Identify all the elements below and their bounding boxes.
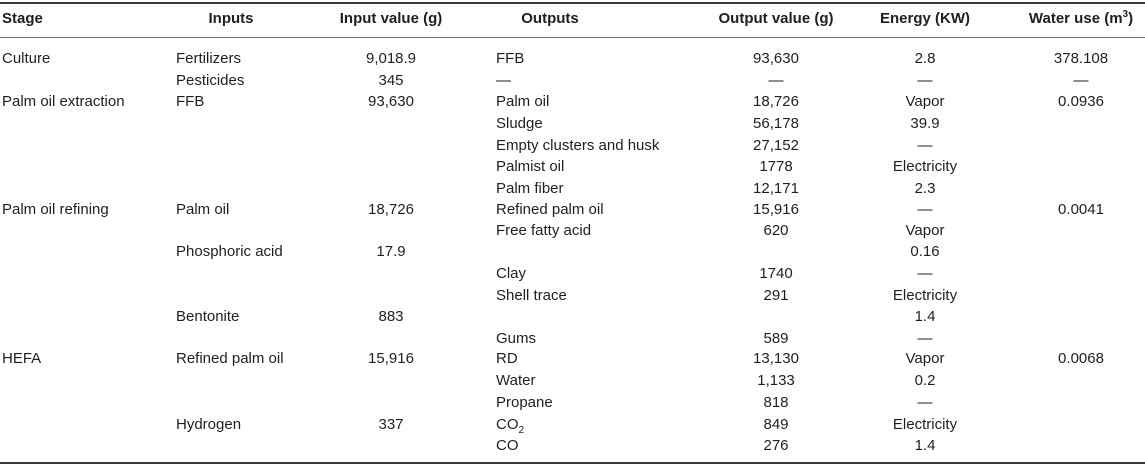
output-value-co: 276: [763, 437, 789, 454]
output-value-palm-fiber: 12,171: [753, 180, 799, 197]
output-sludge: Sludge: [496, 115, 543, 132]
water-use-refining: 0.0041: [1058, 201, 1104, 218]
output-value-empty-clusters: 27,152: [753, 137, 799, 154]
header-water-use: Water use (m3): [1029, 10, 1133, 28]
energy-value: 0.2: [914, 372, 936, 389]
header-input-value: Input value (g): [339, 10, 443, 27]
output-value-gums: 589: [763, 330, 789, 347]
bottom-rule: [0, 462, 1145, 464]
output-co2-sub: 2: [518, 425, 525, 436]
input-value-hydrogen: 337: [378, 416, 404, 433]
output-co2-text: CO: [496, 416, 519, 433]
input-ffb: FFB: [176, 93, 205, 110]
header-stage: Stage: [2, 10, 43, 27]
output-free-fatty-acid: Free fatty acid: [496, 222, 592, 239]
energy-value: 1.4: [914, 437, 936, 454]
output-ffb: FFB: [496, 50, 525, 67]
energy-value: 2.3: [914, 180, 936, 197]
output-water: Water: [496, 372, 536, 389]
stage-hefa: HEFA: [2, 350, 42, 367]
header-water-use-close: ): [1128, 10, 1134, 27]
water-use-culture: 378.108: [1053, 50, 1109, 67]
output-co: CO: [496, 437, 519, 454]
energy-culture: 2.8: [914, 50, 936, 67]
water-use-hefa: 0.0068: [1058, 350, 1104, 367]
output-palmist-oil: Palmist oil: [496, 158, 565, 175]
header-output-value: Output value (g): [718, 10, 834, 27]
energy-vapor: Vapor: [905, 93, 945, 110]
input-bentonite: Bentonite: [176, 308, 240, 325]
input-hydrogen: Hydrogen: [176, 416, 242, 433]
energy-dash: —: [917, 201, 933, 218]
output-empty-clusters: Empty clusters and husk: [496, 137, 660, 154]
energy-electricity: Electricity: [892, 158, 958, 175]
water-use-dash: —: [1073, 72, 1089, 89]
energy-dash: —: [917, 72, 933, 89]
input-value-phosphoric-acid: 17.9: [376, 243, 406, 260]
output-palm-oil: Palm oil: [496, 93, 550, 110]
output-value-propane: 818: [763, 394, 789, 411]
output-shell-trace: Shell trace: [496, 287, 567, 304]
input-value-pesticides: 345: [378, 72, 404, 89]
input-value-refined-palm-oil: 15,916: [368, 350, 414, 367]
input-value-fertilizers: 9,018.9: [365, 50, 417, 67]
energy-dash: —: [917, 394, 933, 411]
energy-dash: —: [917, 137, 933, 154]
water-use-extraction: 0.0936: [1058, 93, 1104, 110]
input-value-bentonite: 883: [378, 308, 404, 325]
output-value-shell-trace: 291: [763, 287, 789, 304]
output-palm-fiber: Palm fiber: [496, 180, 564, 197]
output-value-refined-palm-oil: 15,916: [753, 201, 799, 218]
output-value-ffb: 93,630: [753, 50, 799, 67]
output-rd: RD: [496, 350, 518, 367]
input-refined-palm-oil: Refined palm oil: [176, 350, 284, 367]
output-value-palmist-oil: 1778: [759, 158, 793, 175]
output-value-co2: 849: [763, 416, 789, 433]
energy-value: 39.9: [910, 115, 940, 132]
output-gums: Gums: [496, 330, 537, 347]
stage-extraction: Palm oil extraction: [2, 93, 125, 110]
output-value-palm-oil: 18,726: [753, 93, 799, 110]
input-pesticides: Pesticides: [176, 72, 245, 89]
header-inputs: Inputs: [208, 10, 254, 27]
energy-dash: —: [917, 330, 933, 347]
header-rule: [0, 37, 1145, 38]
output-value-clay: 1740: [759, 265, 793, 282]
header-energy: Energy (KW): [880, 10, 970, 27]
output-propane: Propane: [496, 394, 553, 411]
top-rule: [0, 2, 1145, 4]
output-co2: CO2: [496, 416, 525, 436]
input-phosphoric-acid: Phosphoric acid: [176, 243, 283, 260]
input-value-palm-oil: 18,726: [368, 201, 414, 218]
output-value-rd: 13,130: [753, 350, 799, 367]
output-value-free-fatty-acid: 620: [763, 222, 789, 239]
energy-value: 0.16: [910, 243, 940, 260]
header-water-use-sup: 3: [1122, 9, 1129, 20]
energy-electricity: Electricity: [892, 416, 958, 433]
output-dash: —: [496, 72, 511, 89]
output-refined-palm-oil: Refined palm oil: [496, 201, 604, 218]
input-value-ffb: 93,630: [368, 93, 414, 110]
stage-refining: Palm oil refining: [2, 201, 109, 218]
energy-vapor: Vapor: [905, 222, 945, 239]
output-value-dash: —: [768, 72, 784, 89]
energy-dash: —: [917, 265, 933, 282]
input-palm-oil: Palm oil: [176, 201, 230, 218]
header-outputs: Outputs: [521, 10, 579, 27]
energy-electricity: Electricity: [892, 287, 958, 304]
output-value-sludge: 56,178: [753, 115, 799, 132]
input-fertilizers: Fertilizers: [176, 50, 242, 67]
header-water-use-text: Water use (m: [1028, 10, 1123, 27]
energy-vapor: Vapor: [905, 350, 945, 367]
stage-culture: Culture: [2, 50, 51, 67]
output-clay: Clay: [496, 265, 527, 282]
output-value-water: 1,133: [757, 372, 795, 389]
energy-value: 1.4: [914, 308, 936, 325]
